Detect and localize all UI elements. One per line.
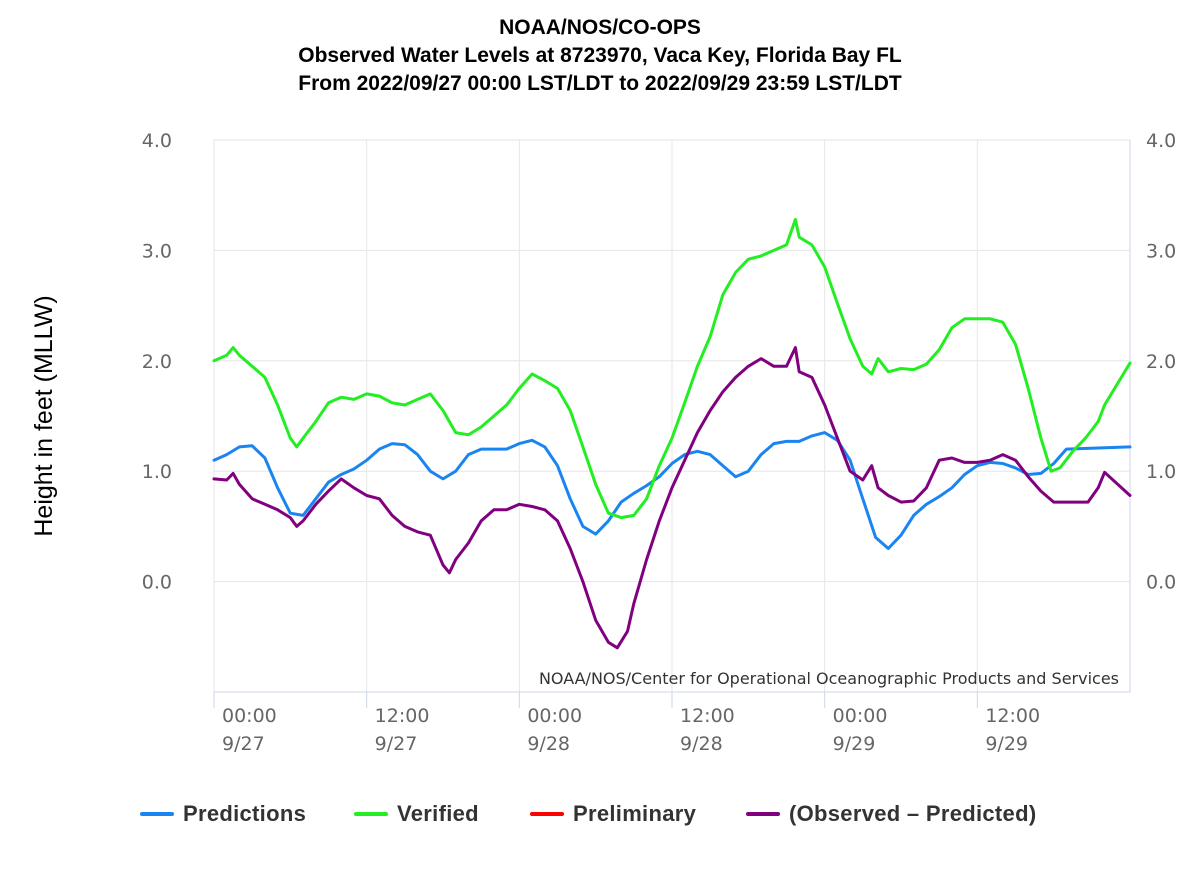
legend-label-predictions: Predictions [183, 801, 307, 826]
y-tick-label-right: 1.0 [1146, 461, 1176, 483]
y-tick-label-right: 3.0 [1146, 240, 1176, 262]
legend-swatch-verified [354, 812, 388, 816]
x-tick-label-time: 00:00 [222, 705, 277, 727]
y-axis-title: Height in feet (MLLW) [30, 295, 58, 536]
legend-item-verified[interactable]: Verified [354, 798, 479, 830]
legend-swatch-preliminary [530, 812, 564, 816]
legend-label-observed-minus-predicted: (Observed – Predicted) [789, 801, 1037, 826]
legend-swatch-observed-minus-predicted [746, 812, 780, 816]
chart-title-agency: NOAA/NOS/CO-OPS [499, 16, 701, 39]
chart-title-range: From 2022/09/27 00:00 LST/LDT to 2022/09… [298, 72, 902, 95]
chart-title-station: Observed Water Levels at 8723970, Vaca K… [298, 44, 902, 67]
credit-text: NOAA/NOS/Center for Operational Oceanogr… [539, 669, 1119, 688]
legend-swatch-predictions [140, 812, 174, 816]
legend-item-preliminary[interactable]: Preliminary [530, 798, 696, 830]
y-tick-label-left: 0.0 [142, 572, 172, 594]
axis-layer: 0.0 0.0 1.0 1.0 2.0 2.0 3.0 3.0 4.0 4.0 00:00 9/27 1… [142, 130, 1176, 755]
legend-item-observed-minus-predicted[interactable]: (Observed – Predicted) [746, 798, 1036, 830]
y-tick-label-left: 3.0 [142, 240, 172, 262]
y-tick-label-right: 2.0 [1146, 351, 1176, 373]
chart-legend: Predictions Verified Preliminary (Observ… [0, 798, 1200, 830]
y-tick-label-left: 1.0 [142, 461, 172, 483]
y-tick-label-left: 4.0 [142, 130, 172, 152]
x-tick-label-time: 00:00 [527, 705, 582, 727]
x-tick-label-time: 12:00 [375, 705, 430, 727]
x-tick-label-date: 9/27 [375, 733, 418, 755]
x-tick-label-time: 12:00 [985, 705, 1040, 727]
series-layer [212, 218, 1132, 650]
x-tick-label-date: 9/29 [833, 733, 876, 755]
y-tick-label-left: 2.0 [142, 351, 172, 373]
series-line-predictions [212, 431, 1132, 550]
y-tick-label-right: 0.0 [1146, 572, 1176, 594]
legend-item-predictions[interactable]: Predictions [140, 798, 306, 830]
legend-label-verified: Verified [397, 801, 479, 826]
x-tick-label-time: 00:00 [833, 705, 888, 727]
y-tick-label-right: 4.0 [1146, 130, 1176, 152]
series-line-observed-minus-predicted [212, 346, 1132, 650]
x-tick-label-date: 9/27 [222, 733, 265, 755]
x-tick-label-date: 9/29 [985, 733, 1028, 755]
x-tick-label-date: 9/28 [680, 733, 723, 755]
legend-label-preliminary: Preliminary [573, 801, 697, 826]
grid-layer [213, 139, 1131, 693]
x-tick-label-date: 9/28 [527, 733, 570, 755]
x-tick-label-time: 12:00 [680, 705, 735, 727]
series-line-verified [212, 218, 1132, 520]
